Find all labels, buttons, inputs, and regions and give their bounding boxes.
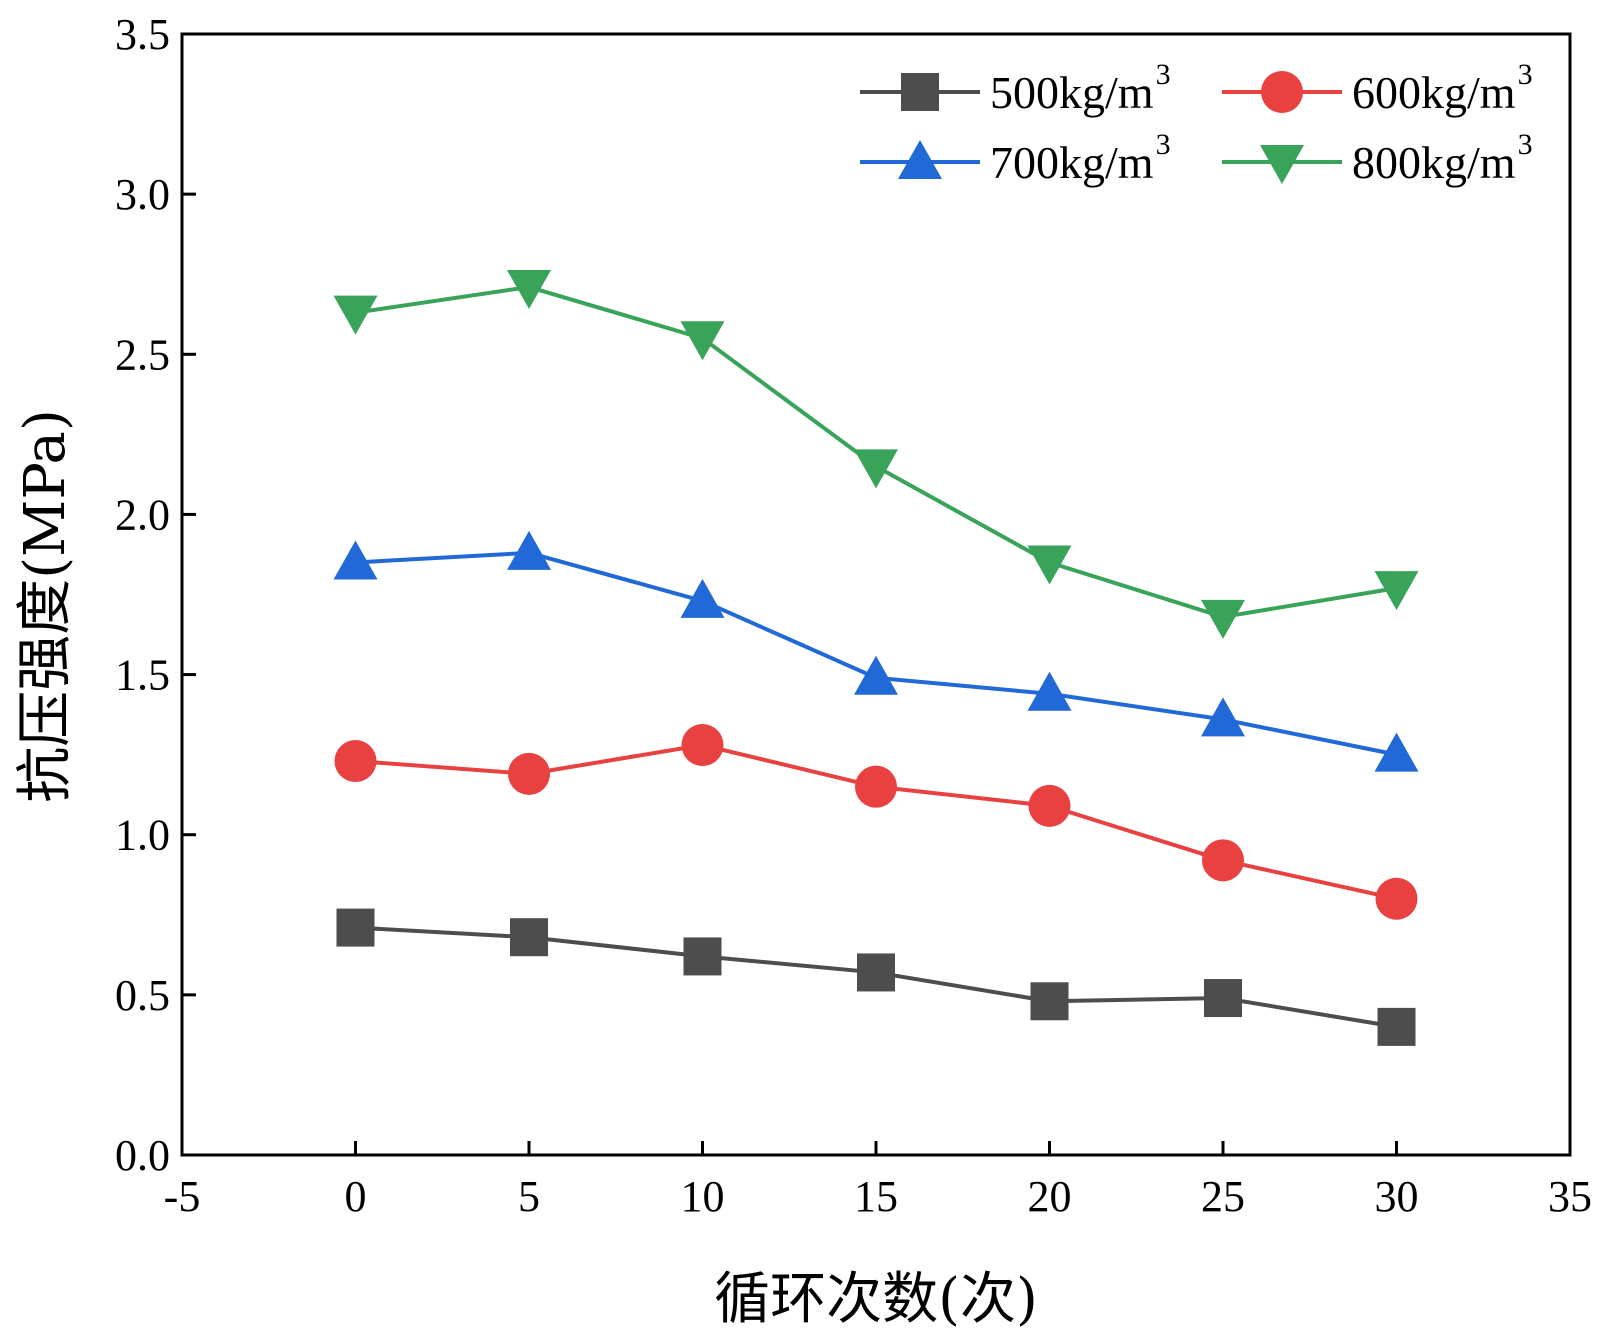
legend-label: 500kg/m xyxy=(990,67,1154,118)
x-axis: -5 0 5 10 15 20 25 30 35 xyxy=(164,1141,1592,1221)
series-2 xyxy=(333,530,1419,772)
data-point xyxy=(681,724,724,767)
legend-item: 700kg/m 3 xyxy=(860,128,1171,188)
y-tick-label: 0.0 xyxy=(115,1131,170,1180)
series-layer xyxy=(333,270,1419,1046)
y-axis-title: 抗压强度(MPa) xyxy=(13,409,78,803)
data-point xyxy=(857,953,895,992)
data-point xyxy=(333,295,378,335)
data-point xyxy=(683,937,722,976)
legend-item: 600kg/m 3 xyxy=(1222,58,1533,118)
y-tick-label: 3.0 xyxy=(115,170,170,219)
legend-item: 800kg/m 3 xyxy=(1222,128,1533,188)
legend-marker xyxy=(1261,71,1303,113)
legend-item: 500kg/m 3 xyxy=(860,58,1171,118)
legend-superscript: 3 xyxy=(1156,58,1171,91)
data-point xyxy=(680,321,725,361)
data-point xyxy=(333,540,378,580)
y-tick-label: 3.5 xyxy=(115,10,170,59)
data-point xyxy=(680,578,725,618)
data-point xyxy=(1375,877,1418,920)
legend-label: 600kg/m xyxy=(1352,67,1516,118)
legend-superscript: 3 xyxy=(1518,128,1533,161)
x-tick-label: 35 xyxy=(1548,1172,1592,1221)
legend-label: 700kg/m xyxy=(990,137,1154,188)
data-point xyxy=(334,740,377,783)
data-point xyxy=(1374,732,1419,772)
legend-marker xyxy=(901,73,939,111)
legend-marker xyxy=(1260,145,1304,184)
series-line xyxy=(355,550,1397,757)
y-tick-label: 1.0 xyxy=(115,811,170,860)
legend-superscript: 3 xyxy=(1518,58,1533,91)
series-0 xyxy=(336,908,1416,1046)
data-point xyxy=(1201,599,1245,639)
y-axis: 0.0 0.5 1.0 1.5 2.0 2.5 3.0 3.5 xyxy=(115,10,196,1180)
data-point xyxy=(507,270,551,310)
data-point xyxy=(1027,671,1072,711)
data-point xyxy=(855,765,897,808)
data-point xyxy=(1204,979,1242,1018)
series-1 xyxy=(334,724,1418,920)
y-tick-label: 2.0 xyxy=(115,490,170,539)
data-point xyxy=(854,449,898,489)
legend-label: 800kg/m xyxy=(1352,137,1516,188)
x-tick-label: 0 xyxy=(345,1172,367,1221)
data-point xyxy=(1201,697,1245,737)
x-tick-label: 30 xyxy=(1375,1172,1419,1221)
data-point xyxy=(1028,784,1071,827)
x-tick-label: 5 xyxy=(518,1172,540,1221)
y-tick-label: 2.5 xyxy=(115,330,170,379)
legend-superscript: 3 xyxy=(1156,128,1171,161)
data-point xyxy=(1030,982,1069,1021)
data-point xyxy=(1202,839,1244,882)
data-point xyxy=(854,655,898,695)
x-tick-label: 25 xyxy=(1201,1172,1245,1221)
data-point xyxy=(1377,1007,1416,1046)
x-tick-label: 15 xyxy=(854,1172,898,1221)
data-point xyxy=(508,752,550,795)
series-3 xyxy=(333,270,1419,639)
data-point xyxy=(510,918,548,957)
data-point xyxy=(1027,545,1072,585)
y-tick-label: 0.5 xyxy=(115,971,170,1020)
legend-marker xyxy=(898,140,942,179)
data-point xyxy=(336,908,375,947)
data-point xyxy=(507,530,551,570)
y-tick-label: 1.5 xyxy=(115,651,170,700)
x-tick-label: 20 xyxy=(1028,1172,1072,1221)
x-axis-title: 循环次数(次) xyxy=(714,1267,1038,1330)
data-point xyxy=(1374,571,1419,611)
x-tick-label: -5 xyxy=(164,1172,201,1221)
x-tick-label: 10 xyxy=(681,1172,725,1221)
